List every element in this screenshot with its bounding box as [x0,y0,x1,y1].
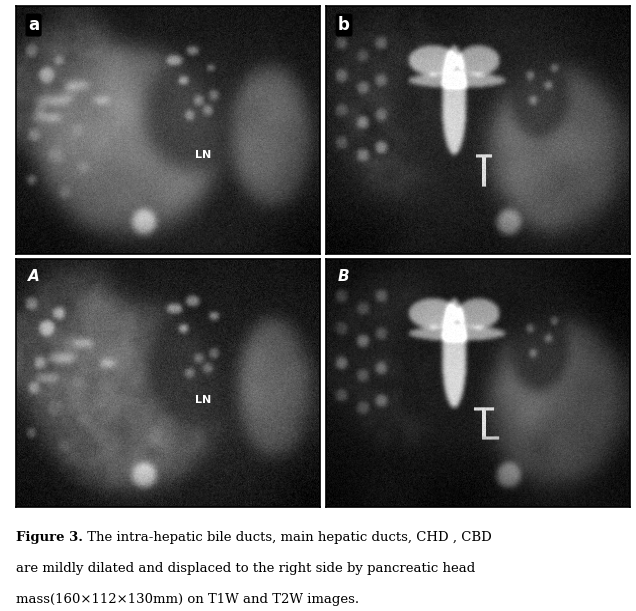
Text: mass(160×112×130mm) on T1W and T2W images.: mass(160×112×130mm) on T1W and T2W image… [16,593,359,606]
Text: b: b [338,16,350,34]
Text: are mildly dilated and displaced to the right side by pancreatic head: are mildly dilated and displaced to the … [16,562,475,575]
Text: LN: LN [195,150,211,160]
Text: Figure 3.: Figure 3. [16,531,83,544]
Text: a: a [28,16,39,34]
Text: LN: LN [195,395,211,406]
Text: The intra-hepatic bile ducts, main hepatic ducts, CHD , CBD: The intra-hepatic bile ducts, main hepat… [83,531,492,544]
Text: A: A [28,269,40,284]
Text: B: B [338,269,350,284]
